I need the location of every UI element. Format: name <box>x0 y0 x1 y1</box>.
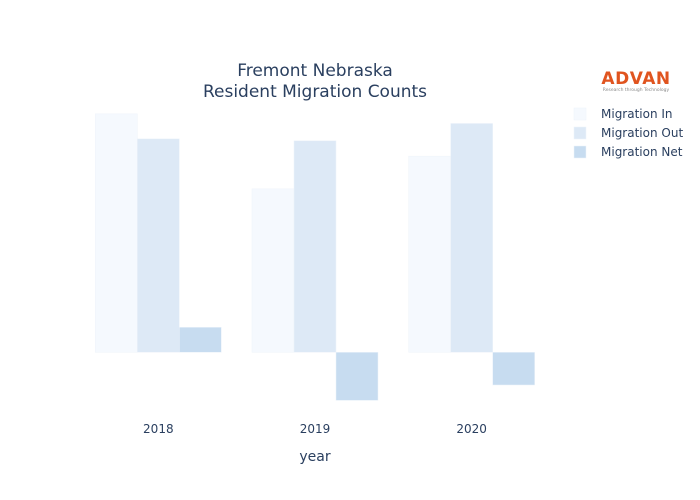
x-tick-label-2018: 2018 <box>143 422 174 436</box>
legend-swatch <box>573 145 587 159</box>
advan-logo: ADVAN Research through Technology <box>601 69 670 93</box>
bar-migration-in-2018[interactable] <box>95 113 138 353</box>
legend-label: Migration Net <box>601 145 683 159</box>
bar-migration-net-2020[interactable] <box>492 352 535 386</box>
logo-name: ADVAN <box>601 69 670 89</box>
legend[interactable]: Migration In Migration Out Migration Net <box>573 107 683 159</box>
bar-migration-net-2018[interactable] <box>179 327 222 353</box>
x-axis-title: year <box>299 449 330 465</box>
chart-title-line-2: Resident Migration Counts <box>203 82 427 102</box>
legend-item-migration-out[interactable]: Migration Out <box>573 126 683 140</box>
x-tick-label-2019: 2019 <box>300 422 331 436</box>
chart-title-line-1: Fremont Nebraska <box>237 61 393 81</box>
bar-migration-net-2019[interactable] <box>335 352 379 401</box>
bars-layer <box>95 113 535 401</box>
legend-label: Migration Out <box>601 126 683 140</box>
bar-migration-in-2020[interactable] <box>408 155 451 353</box>
legend-item-migration-net[interactable]: Migration Net <box>573 145 683 159</box>
bar-migration-out-2019[interactable] <box>293 140 337 353</box>
x-tick-label-2020: 2020 <box>456 422 487 436</box>
logo-tagline: Research through Technology <box>603 87 670 93</box>
legend-swatch <box>573 126 587 140</box>
bar-migration-in-2019[interactable] <box>251 188 295 353</box>
bar-migration-out-2020[interactable] <box>450 123 493 353</box>
bar-migration-out-2018[interactable] <box>137 138 180 353</box>
legend-swatch <box>573 107 587 121</box>
legend-item-migration-in[interactable]: Migration In <box>573 107 673 121</box>
x-tick-labels: 2018 2019 2020 <box>143 422 487 436</box>
legend-label: Migration In <box>601 107 673 121</box>
